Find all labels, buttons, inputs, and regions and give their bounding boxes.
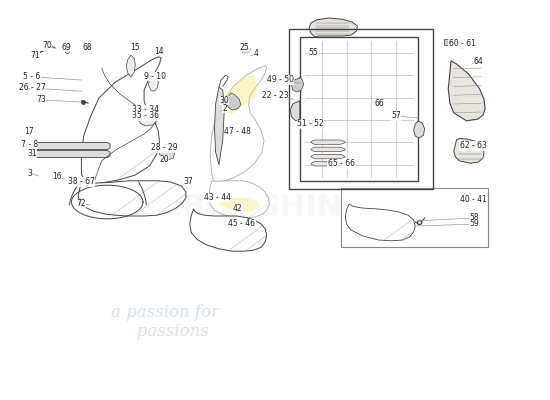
Text: 51 - 52: 51 - 52 bbox=[298, 120, 324, 128]
Polygon shape bbox=[126, 55, 135, 77]
Bar bbox=[341, 188, 488, 247]
Text: 30: 30 bbox=[219, 96, 229, 105]
Polygon shape bbox=[214, 87, 224, 165]
Polygon shape bbox=[290, 101, 300, 121]
Polygon shape bbox=[242, 47, 250, 52]
Polygon shape bbox=[227, 93, 241, 110]
Polygon shape bbox=[311, 140, 345, 144]
Text: 47 - 48: 47 - 48 bbox=[224, 128, 251, 136]
Text: 57: 57 bbox=[391, 112, 401, 120]
Polygon shape bbox=[148, 73, 158, 91]
Polygon shape bbox=[160, 144, 175, 160]
Polygon shape bbox=[219, 198, 260, 212]
Bar bbox=[289, 29, 433, 189]
Text: 26 - 27: 26 - 27 bbox=[19, 84, 45, 92]
Text: 37: 37 bbox=[183, 178, 193, 186]
Text: 65 - 66: 65 - 66 bbox=[327, 160, 355, 168]
Text: 7 - 8: 7 - 8 bbox=[20, 140, 38, 149]
Polygon shape bbox=[190, 209, 267, 251]
Polygon shape bbox=[311, 154, 345, 159]
Text: 4: 4 bbox=[254, 50, 258, 58]
Polygon shape bbox=[139, 109, 157, 126]
Text: 35 - 36: 35 - 36 bbox=[132, 112, 160, 120]
Text: 5 - 6: 5 - 6 bbox=[23, 72, 41, 81]
Text: 20: 20 bbox=[159, 156, 169, 164]
Polygon shape bbox=[414, 121, 425, 138]
Polygon shape bbox=[292, 77, 304, 92]
Text: 66: 66 bbox=[375, 99, 384, 108]
Text: 38 - 67: 38 - 67 bbox=[68, 178, 95, 186]
Text: 68: 68 bbox=[82, 43, 92, 52]
Polygon shape bbox=[220, 75, 257, 114]
Text: 60 - 61: 60 - 61 bbox=[449, 39, 475, 48]
Text: 43 - 44: 43 - 44 bbox=[204, 193, 231, 202]
Polygon shape bbox=[309, 18, 358, 37]
Text: 71: 71 bbox=[30, 52, 40, 60]
Text: 25: 25 bbox=[240, 43, 250, 52]
Text: 40 - 41: 40 - 41 bbox=[460, 196, 486, 204]
Text: 62 - 63: 62 - 63 bbox=[460, 142, 486, 150]
Text: 45 - 46: 45 - 46 bbox=[228, 220, 256, 228]
Polygon shape bbox=[454, 138, 484, 163]
Text: 59: 59 bbox=[469, 220, 479, 228]
Polygon shape bbox=[156, 47, 164, 52]
Text: 49 - 50: 49 - 50 bbox=[267, 76, 294, 84]
Polygon shape bbox=[85, 45, 92, 49]
Polygon shape bbox=[345, 204, 415, 241]
Text: 9 - 10: 9 - 10 bbox=[144, 72, 166, 81]
Polygon shape bbox=[444, 39, 451, 45]
Text: 58: 58 bbox=[469, 214, 479, 222]
Polygon shape bbox=[33, 150, 110, 158]
Text: 2: 2 bbox=[222, 104, 227, 113]
Text: 55: 55 bbox=[309, 48, 318, 57]
Text: 31: 31 bbox=[27, 149, 37, 158]
Text: 42: 42 bbox=[233, 204, 243, 213]
Text: 69: 69 bbox=[61, 43, 71, 52]
Text: 14: 14 bbox=[155, 47, 164, 56]
Polygon shape bbox=[311, 147, 345, 152]
Polygon shape bbox=[78, 181, 186, 216]
Polygon shape bbox=[81, 57, 161, 185]
Text: 16: 16 bbox=[52, 172, 62, 181]
Text: 17: 17 bbox=[24, 127, 34, 136]
Text: 64: 64 bbox=[474, 58, 483, 66]
Text: 28 - 29: 28 - 29 bbox=[151, 144, 177, 152]
Polygon shape bbox=[311, 162, 345, 166]
Polygon shape bbox=[33, 142, 110, 150]
Text: 72: 72 bbox=[76, 200, 86, 208]
Polygon shape bbox=[210, 66, 267, 182]
Text: 70: 70 bbox=[42, 42, 52, 50]
Text: LAMBORGHINI: LAMBORGHINI bbox=[109, 194, 353, 222]
Text: 15: 15 bbox=[130, 43, 140, 52]
Polygon shape bbox=[209, 181, 270, 218]
Text: 73: 73 bbox=[36, 96, 46, 104]
Text: 22 - 23: 22 - 23 bbox=[262, 92, 288, 100]
Bar bbox=[300, 37, 418, 181]
Text: 3: 3 bbox=[28, 169, 32, 178]
Polygon shape bbox=[448, 61, 485, 121]
Text: 33 - 34: 33 - 34 bbox=[132, 106, 160, 114]
Text: a passion for
   passions: a passion for passions bbox=[111, 304, 219, 340]
